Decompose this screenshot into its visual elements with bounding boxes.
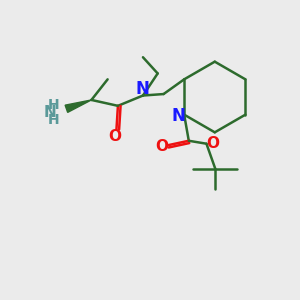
Text: H: H <box>47 98 59 112</box>
Text: H: H <box>47 113 59 127</box>
Polygon shape <box>65 100 92 112</box>
Text: N: N <box>44 105 57 120</box>
Text: O: O <box>155 139 168 154</box>
Text: O: O <box>109 129 122 144</box>
Text: N: N <box>172 107 186 125</box>
Text: N: N <box>135 80 149 98</box>
Text: O: O <box>206 136 219 151</box>
